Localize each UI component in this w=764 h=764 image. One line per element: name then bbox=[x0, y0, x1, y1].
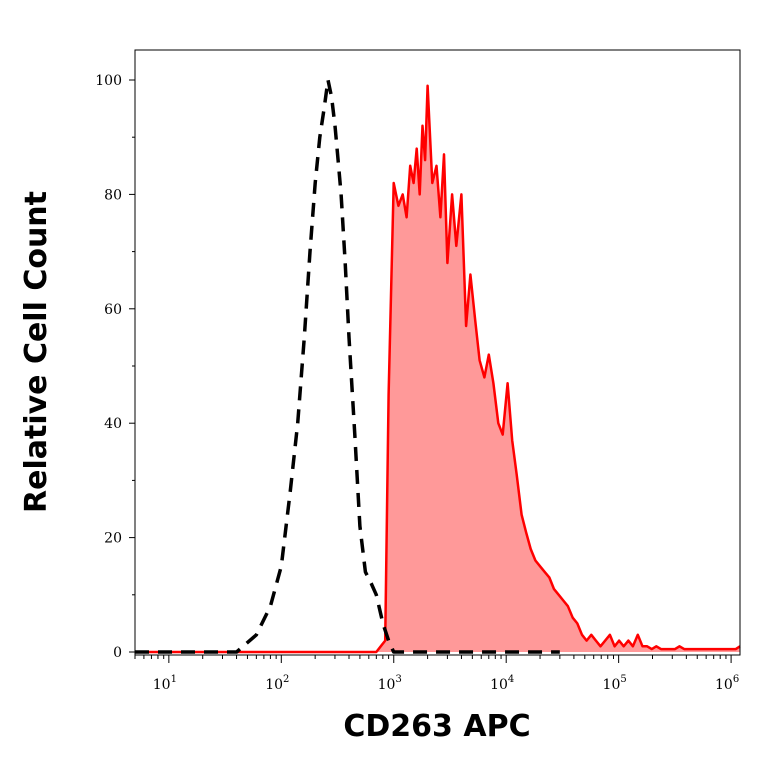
series-0-line bbox=[135, 78, 560, 654]
x-axis: 101 102 103 104 105 106 bbox=[134, 655, 739, 693]
x-axis-title: CD263 APC bbox=[343, 709, 530, 744]
series-1-fill bbox=[135, 85, 740, 652]
y-tick-label: 80 bbox=[104, 187, 122, 203]
x-tick-label: 103 bbox=[378, 674, 402, 693]
y-tick-label: 40 bbox=[104, 416, 122, 432]
y-axis-title: Relative Cell Count bbox=[19, 191, 54, 513]
x-tick-label: 105 bbox=[603, 674, 627, 693]
y-axis: 0 20 40 60 80 100 bbox=[95, 73, 135, 661]
y-tick-label: 20 bbox=[104, 531, 122, 547]
plot-frame bbox=[134, 49, 741, 656]
plot-area bbox=[135, 78, 741, 654]
x-tick-label: 106 bbox=[715, 674, 739, 693]
y-tick-label: 60 bbox=[104, 302, 122, 318]
series-1-line bbox=[135, 84, 741, 654]
y-tick-label: 100 bbox=[95, 73, 122, 89]
x-tick-label: 104 bbox=[490, 674, 514, 693]
x-tick-label: 101 bbox=[153, 674, 177, 693]
x-tick-label: 102 bbox=[265, 674, 289, 693]
y-tick-label: 0 bbox=[113, 645, 122, 661]
